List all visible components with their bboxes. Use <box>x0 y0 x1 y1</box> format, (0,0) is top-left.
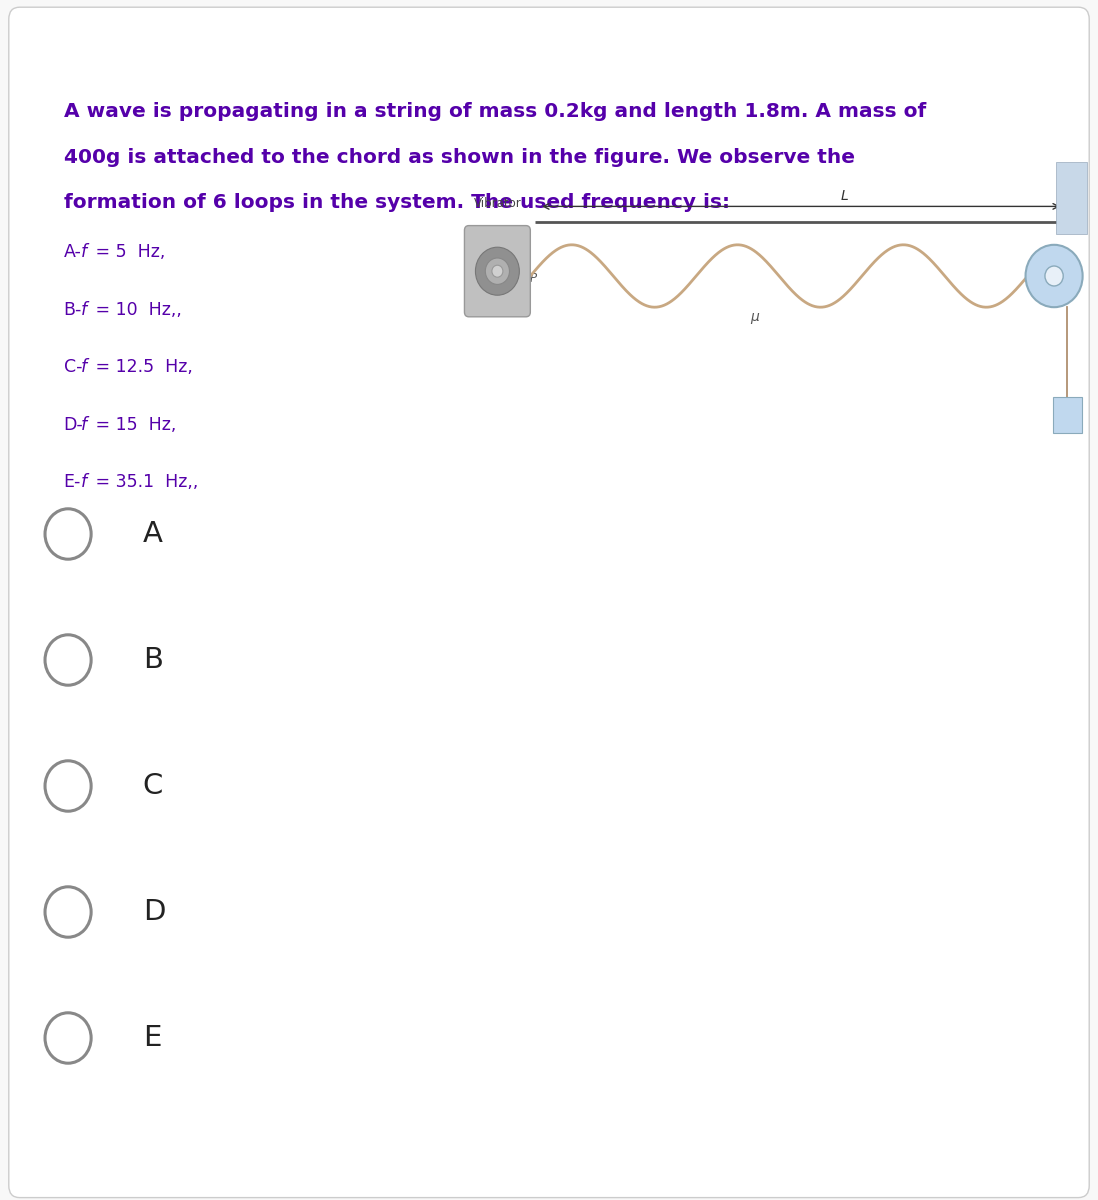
Text: f: f <box>81 242 87 260</box>
Text: P: P <box>529 272 536 286</box>
Text: E: E <box>143 1024 161 1052</box>
Text: = 15  Hz,: = 15 Hz, <box>90 415 177 433</box>
Text: = 10  Hz,,: = 10 Hz,, <box>90 300 182 318</box>
Text: = 12.5  Hz,: = 12.5 Hz, <box>90 358 193 376</box>
Text: A-: A- <box>64 242 81 260</box>
Text: D-: D- <box>64 415 83 433</box>
Text: C: C <box>143 772 164 800</box>
Text: C-: C- <box>64 358 82 376</box>
Text: = 5  Hz,: = 5 Hz, <box>90 242 166 260</box>
Text: f: f <box>81 473 87 491</box>
Text: = 35.1  Hz,,: = 35.1 Hz,, <box>90 473 199 491</box>
Circle shape <box>1045 266 1063 286</box>
Circle shape <box>485 258 509 284</box>
Circle shape <box>475 247 519 295</box>
FancyBboxPatch shape <box>9 7 1089 1198</box>
Text: E-: E- <box>64 473 81 491</box>
Circle shape <box>492 265 503 277</box>
Text: 400g is attached to the chord as shown in the figure. We observe the: 400g is attached to the chord as shown i… <box>64 148 854 167</box>
Text: f: f <box>81 358 87 376</box>
Bar <box>1053 397 1082 433</box>
Text: D: D <box>143 898 165 926</box>
Text: A wave is propagating in a string of mass 0.2kg and length 1.8m. A mass of: A wave is propagating in a string of mas… <box>64 102 926 121</box>
Circle shape <box>1026 245 1083 307</box>
FancyBboxPatch shape <box>464 226 530 317</box>
Text: f: f <box>81 415 87 433</box>
Text: B: B <box>143 646 163 674</box>
Text: μ: μ <box>750 310 760 324</box>
Bar <box>1056 162 1087 234</box>
Text: f: f <box>81 300 87 318</box>
Text: Vibrator: Vibrator <box>474 197 522 210</box>
Text: B-: B- <box>64 300 82 318</box>
Text: L: L <box>841 188 849 203</box>
Text: m: m <box>1063 410 1072 420</box>
Text: A: A <box>143 520 163 548</box>
Text: formation of 6 loops in the system. The used frequency is:: formation of 6 loops in the system. The … <box>64 193 730 212</box>
